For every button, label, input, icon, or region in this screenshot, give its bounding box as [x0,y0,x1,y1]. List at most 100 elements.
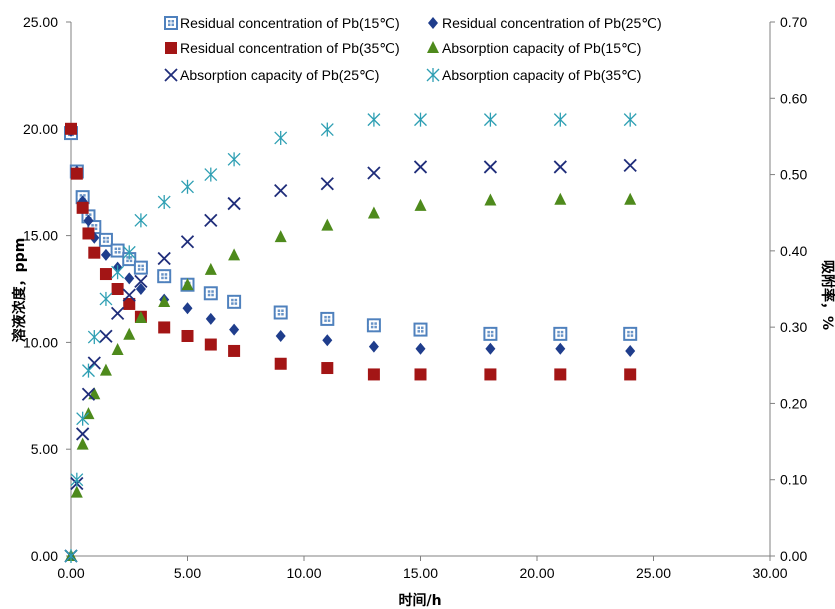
data-point [87,330,101,345]
data-point [134,310,147,323]
data-point [367,206,380,219]
data-point [88,246,101,259]
y-left-tick-label: 10.00 [23,334,58,350]
data-point [82,363,95,378]
data-point [157,251,171,266]
data-point [368,340,379,353]
y-right-tick-label: 0.50 [780,167,807,183]
legend-marker [426,68,440,82]
data-point [415,342,426,355]
data-point [204,338,217,351]
y-right-tick-label: 0.00 [780,548,807,564]
data-point [99,291,113,306]
y-right-tick-label: 0.30 [780,319,807,335]
y-right-tick-label: 0.60 [780,90,807,106]
legend-marker [427,41,439,53]
legend-label: Absorption capacity of Pb(15℃) [442,40,641,56]
series-5 [64,112,637,563]
y-axis-left-title: 溶液浓度，ppm [11,238,28,343]
legend-marker [164,68,178,82]
y-left-tick-label: 0.00 [31,548,58,564]
data-point [99,329,113,343]
legend-label: Residual concentration of Pb(15℃) [180,15,400,31]
data-point [623,158,637,173]
x-tick-label: 0.00 [57,565,84,581]
legend-item: Absorption capacity of Pb(35℃) [426,67,641,83]
data-point [110,306,125,321]
data-point [273,305,288,320]
data-point [485,342,496,355]
data-point [553,160,567,174]
data-point [180,235,195,249]
data-point [553,112,567,127]
y-right-tick-label: 0.40 [780,243,807,259]
data-point [111,283,124,295]
data-point [413,322,428,337]
data-point [70,472,84,487]
data-point [99,268,112,281]
data-point [483,112,497,127]
x-tick-label: 30.00 [752,565,787,581]
data-point [483,326,498,341]
data-point [367,368,380,381]
data-point [320,177,334,191]
x-tick-label: 25.00 [636,565,671,581]
data-point [320,122,334,137]
data-point [227,294,242,309]
data-point [65,122,77,135]
data-point [554,368,567,381]
data-point [227,152,241,167]
legend-label: Residual concentration of Pb(35℃) [180,40,400,56]
x-tick-label: 5.00 [174,565,201,581]
data-point [413,160,428,174]
x-tick-label: 15.00 [403,565,438,581]
data-point [122,288,136,302]
x-tick-label: 20.00 [519,565,554,581]
data-point [275,329,286,342]
data-point [555,342,566,355]
data-point [83,214,94,227]
y-left-tick-label: 15.00 [23,228,58,244]
data-point [76,411,90,426]
data-point [157,195,171,210]
data-point [122,245,136,260]
data-point [111,343,124,356]
data-point [182,302,193,315]
data-point [181,179,194,194]
data-point [157,269,172,284]
data-point [204,262,217,275]
data-point [205,312,216,325]
data-point [135,283,146,295]
data-point [554,192,567,205]
data-point [76,427,90,441]
legend-item: Absorption capacity of Pb(25℃) [164,67,379,83]
data-point [228,248,241,261]
data-point [367,166,381,180]
axes: 0.00 5.00 10.00 15.00 20.00 25.00 30.000.005.0… [23,14,808,581]
data-point [274,357,287,370]
legend-marker [428,17,438,29]
data-point [124,272,135,285]
data-point [99,363,112,376]
legend-label: Residual concentration of Pb(25℃) [442,15,662,31]
x-axis-title: 时间/h [398,592,441,609]
y-left-tick-label: 5.00 [31,441,58,457]
data-point [133,260,148,275]
data-point [274,183,288,198]
data-point [623,112,637,127]
series-1 [66,124,636,357]
data-point [322,334,333,347]
data-point [625,344,636,357]
data-point [274,230,287,243]
x-tick-label: 10.00 [286,565,321,581]
data-point [414,112,427,127]
legend-item: Residual concentration of Pb(25℃) [428,15,662,31]
data-point [158,294,171,307]
data-point [110,243,125,258]
legend-marker [165,42,177,54]
data-point [321,362,334,375]
data-point [203,286,218,301]
data-point [228,344,241,357]
y-right-tick-label: 0.70 [780,14,807,30]
data-point [181,278,194,291]
